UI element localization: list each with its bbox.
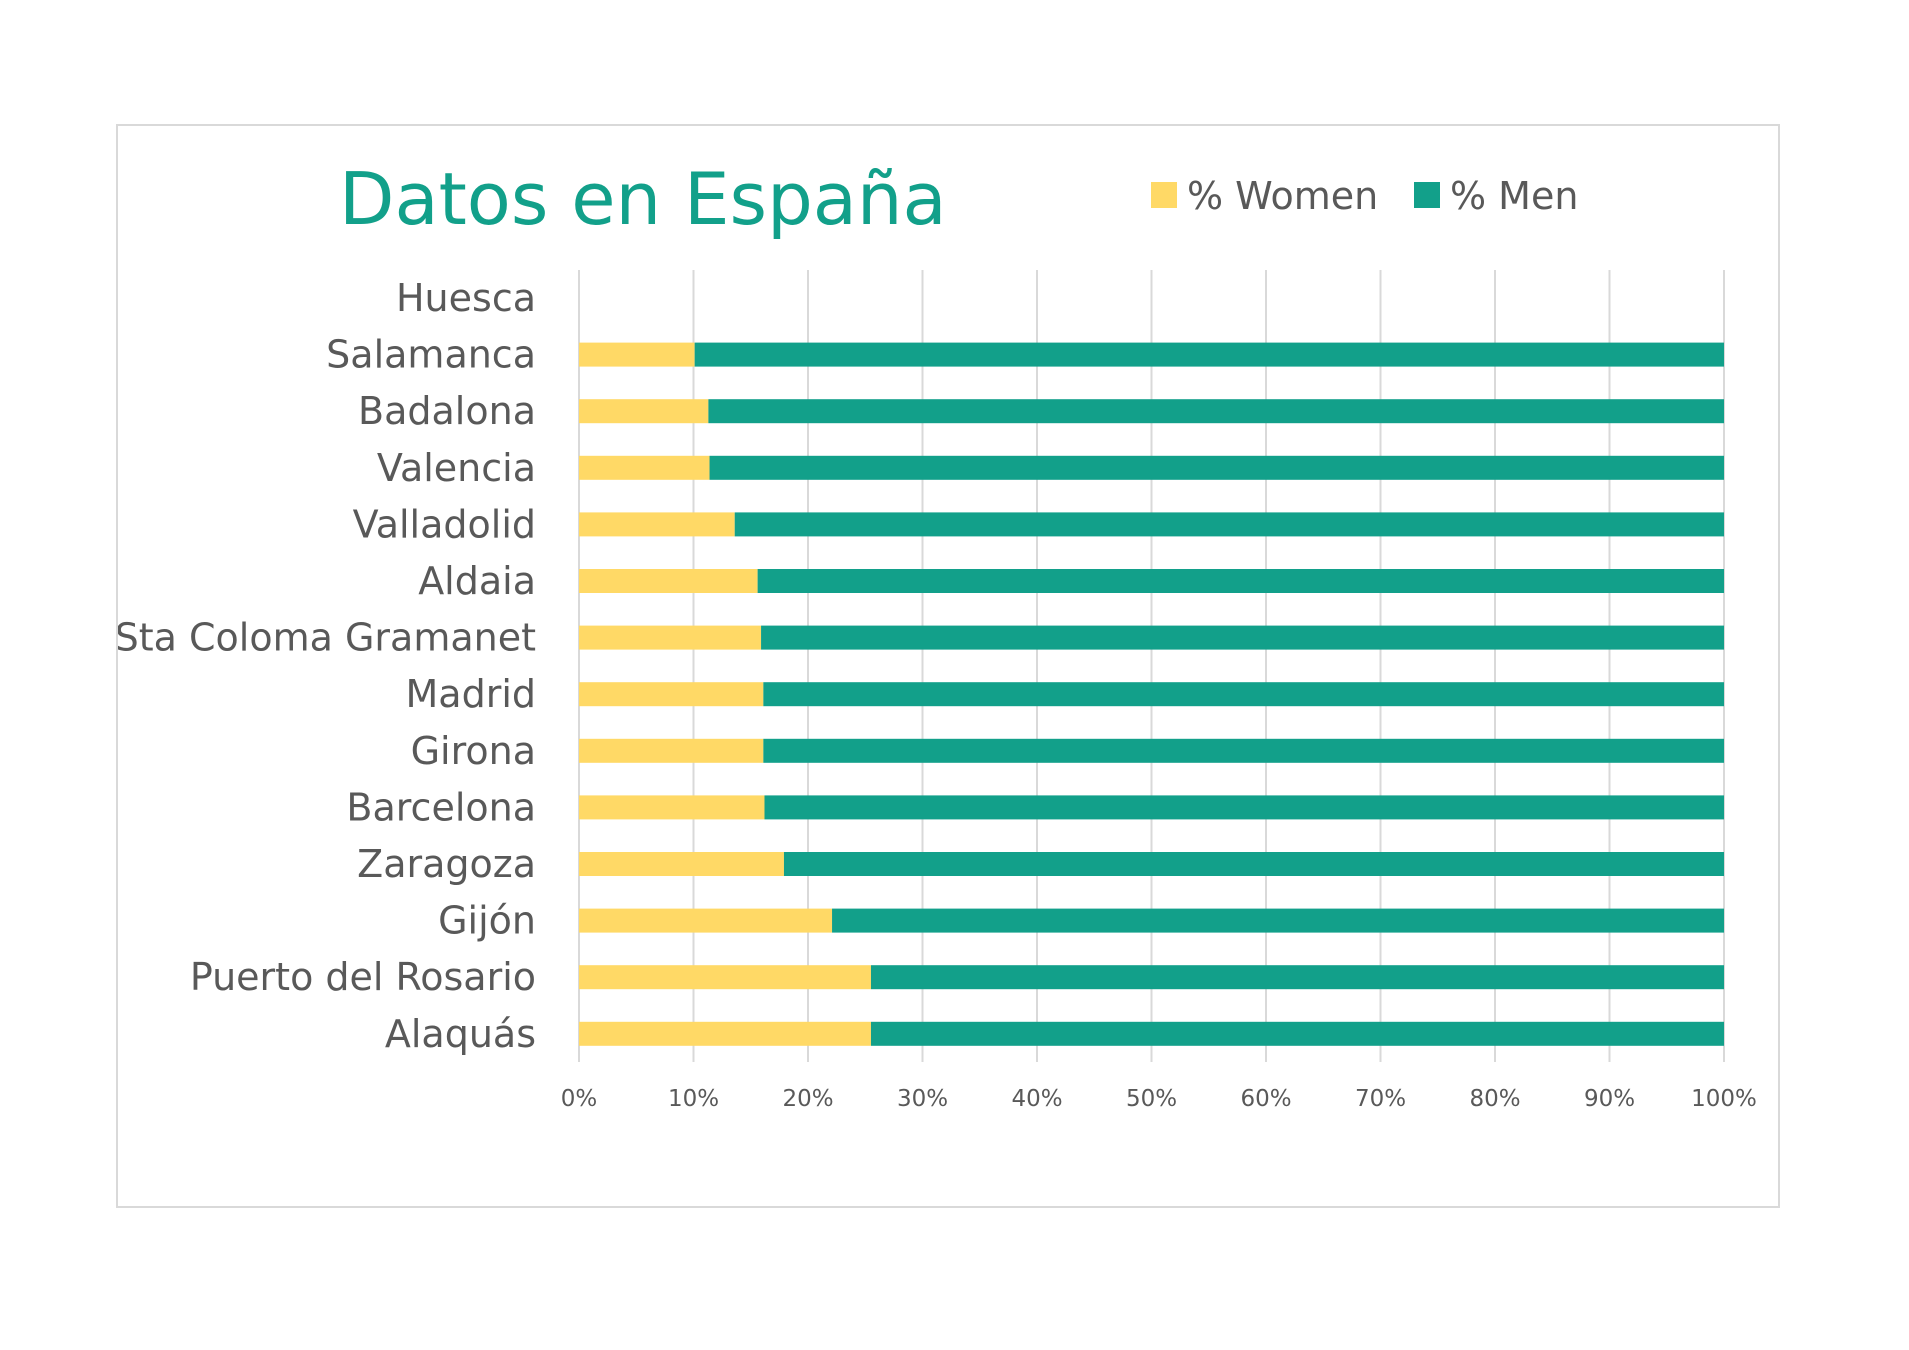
bar-men xyxy=(694,342,1724,367)
bar-women xyxy=(579,1021,871,1046)
x-tick-label: 40% xyxy=(1011,1086,1062,1112)
x-tick-label: 10% xyxy=(668,1086,719,1112)
bar-men xyxy=(761,625,1724,650)
category-label: Salamanca xyxy=(326,333,536,377)
gridlines xyxy=(578,270,1725,1062)
x-tick-label: 50% xyxy=(1126,1086,1177,1112)
category-label: Madrid xyxy=(406,672,537,716)
bar-women xyxy=(579,852,784,876)
chart-svg: Datos en España Huesca Salamanca Badalona V… xyxy=(118,157,1757,1112)
x-tick-labels: 0% 10% 20% 30% 40% 50% 60% 70% 80% 90% 100% xyxy=(561,1086,1757,1112)
bar-men xyxy=(870,1021,1724,1046)
bar-men xyxy=(763,682,1724,707)
x-tick-label: 60% xyxy=(1240,1086,1291,1112)
bar-men xyxy=(734,512,1724,537)
bar-men xyxy=(709,455,1724,480)
category-labels: Huesca Salamanca Badalona Valencia Valladoli… xyxy=(118,276,536,1056)
chart-title: Datos en España xyxy=(339,157,947,241)
legend: % Women % Men xyxy=(1151,174,1578,218)
category-label: Huesca xyxy=(396,276,536,320)
x-tick-label: 0% xyxy=(561,1086,598,1112)
chart-frame: Datos en España Huesca Salamanca Badalona V… xyxy=(116,124,1780,1208)
category-label: Barcelona xyxy=(346,785,536,829)
legend-swatch xyxy=(1414,182,1440,208)
x-tick-label: 30% xyxy=(897,1086,948,1112)
bar-women xyxy=(579,738,764,763)
x-tick-label: 80% xyxy=(1469,1086,1520,1112)
bar-women xyxy=(579,795,765,820)
category-label: Alaquás xyxy=(385,1012,536,1056)
legend-label: % Men xyxy=(1450,174,1578,218)
bar-men xyxy=(870,965,1724,990)
bar-men xyxy=(708,399,1724,424)
category-label: Gijón xyxy=(438,899,536,943)
bar-women xyxy=(579,455,710,480)
category-label: Badalona xyxy=(358,389,536,433)
bar-women xyxy=(579,908,833,933)
bars xyxy=(579,342,1724,1046)
bar-men xyxy=(757,569,1724,593)
bar-women xyxy=(579,682,764,707)
bar-women xyxy=(579,342,695,367)
bar-men xyxy=(763,738,1724,763)
category-label: Puerto del Rosario xyxy=(190,955,536,999)
category-label: Aldaia xyxy=(418,559,536,603)
category-label: Valladolid xyxy=(353,502,536,546)
bar-women xyxy=(579,569,758,593)
category-label: Sta Coloma Gramanet xyxy=(118,616,536,660)
x-tick-label: 90% xyxy=(1584,1086,1635,1112)
x-tick-label: 100% xyxy=(1691,1086,1757,1112)
category-label: Zaragoza xyxy=(357,842,536,886)
bar-women xyxy=(579,965,871,990)
bar-women xyxy=(579,625,762,650)
category-label: Girona xyxy=(411,729,536,773)
legend-label: % Women xyxy=(1187,174,1378,218)
category-label: Valencia xyxy=(377,446,536,490)
bar-women xyxy=(579,399,709,424)
bar-men xyxy=(783,852,1724,876)
x-tick-label: 70% xyxy=(1355,1086,1406,1112)
bar-men xyxy=(832,908,1724,933)
legend-swatch xyxy=(1151,182,1177,208)
x-tick-label: 20% xyxy=(782,1086,833,1112)
bar-men xyxy=(764,795,1724,820)
bar-women xyxy=(579,512,735,537)
